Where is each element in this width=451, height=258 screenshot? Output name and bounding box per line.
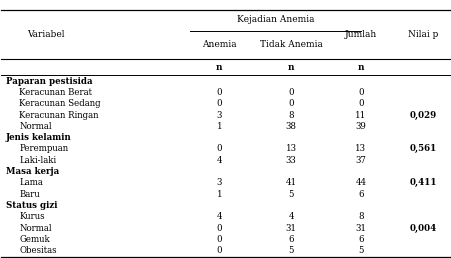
Text: 39: 39 [354,122,365,131]
Text: Kejadian Anemia: Kejadian Anemia [236,15,313,24]
Text: Kurus: Kurus [19,212,45,221]
Text: Laki-laki: Laki-laki [19,156,56,165]
Text: 4: 4 [288,212,293,221]
Text: Perempuan: Perempuan [19,144,69,154]
Text: 4: 4 [216,156,221,165]
Text: 0,411: 0,411 [409,179,437,188]
Text: Normal: Normal [19,224,52,233]
Text: 13: 13 [285,144,296,154]
Text: 0: 0 [216,235,221,244]
Text: n: n [357,63,363,71]
Text: 37: 37 [354,156,365,165]
Text: 13: 13 [354,144,365,154]
Text: Jenis kelamin: Jenis kelamin [6,133,71,142]
Text: 3: 3 [216,110,221,119]
Text: Gemuk: Gemuk [19,235,50,244]
Text: 0: 0 [288,88,293,97]
Text: 1: 1 [216,122,221,131]
Text: 3: 3 [216,179,221,187]
Text: Keracunan Sedang: Keracunan Sedang [19,99,101,108]
Text: 0: 0 [216,144,221,154]
Text: 6: 6 [288,235,293,244]
Text: 0: 0 [216,88,221,97]
Text: 1: 1 [216,190,221,199]
Text: Paparan pestisida: Paparan pestisida [6,77,92,86]
Text: Tidak Anemia: Tidak Anemia [259,40,322,49]
Text: 0,004: 0,004 [409,224,436,233]
Text: 5: 5 [288,246,293,255]
Text: 4: 4 [216,212,221,221]
Text: Lama: Lama [19,179,43,187]
Text: 5: 5 [357,246,363,255]
Text: 0: 0 [216,224,221,233]
Text: Obesitas: Obesitas [19,246,57,255]
Text: 0,029: 0,029 [409,110,436,119]
Text: 0,561: 0,561 [409,144,436,154]
Text: 31: 31 [354,224,365,233]
Text: 41: 41 [285,179,296,187]
Text: 6: 6 [357,235,363,244]
Text: 6: 6 [357,190,363,199]
Text: Keracunan Berat: Keracunan Berat [19,88,92,97]
Text: 11: 11 [354,110,366,119]
Text: 38: 38 [285,122,296,131]
Text: n: n [216,63,222,71]
Text: Baru: Baru [19,190,40,199]
Text: Status gizi: Status gizi [6,201,57,210]
Text: Keracunan Ringan: Keracunan Ringan [19,110,99,119]
Text: 31: 31 [285,224,296,233]
Text: 0: 0 [357,88,363,97]
Text: Variabel: Variabel [28,30,65,39]
Text: Masa kerja: Masa kerja [6,167,59,176]
Text: 44: 44 [354,179,365,187]
Text: n: n [287,63,294,71]
Text: 8: 8 [288,110,293,119]
Text: Anemia: Anemia [202,40,236,49]
Text: 5: 5 [288,190,293,199]
Text: 0: 0 [357,99,363,108]
Text: 0: 0 [288,99,293,108]
Text: 0: 0 [216,99,221,108]
Text: 33: 33 [285,156,296,165]
Text: Normal: Normal [19,122,52,131]
Text: 0: 0 [216,246,221,255]
Text: Nilai p: Nilai p [408,30,438,39]
Text: 8: 8 [357,212,363,221]
Text: Jumlah: Jumlah [344,30,376,39]
